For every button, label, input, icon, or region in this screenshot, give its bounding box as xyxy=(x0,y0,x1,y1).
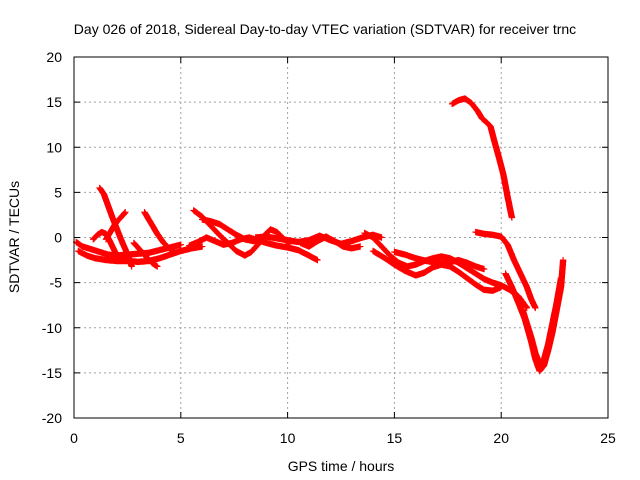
data-point-markers xyxy=(130,239,161,270)
y-tick-label: -10 xyxy=(42,320,62,336)
y-tick-label: -5 xyxy=(50,275,63,291)
series-arc-s xyxy=(519,274,565,368)
y-tick-label: -15 xyxy=(42,365,62,381)
x-tick-label: 0 xyxy=(70,430,78,446)
data-points xyxy=(72,95,567,375)
data-point-markers xyxy=(519,274,565,368)
series-arc-f xyxy=(141,209,178,255)
x-tick-label: 20 xyxy=(493,430,509,446)
data-point-markers xyxy=(90,228,127,264)
data-point-markers xyxy=(448,95,516,221)
y-tick-label: 10 xyxy=(46,139,62,155)
series-arc-q xyxy=(472,228,539,312)
data-point-markers xyxy=(391,248,488,273)
x-tick-label: 25 xyxy=(600,430,616,446)
y-tick-label: 20 xyxy=(46,49,62,65)
x-tick-label: 10 xyxy=(280,430,296,446)
data-point-markers xyxy=(297,233,364,252)
series-arc-p xyxy=(448,95,516,221)
series-arc-e xyxy=(90,228,127,264)
y-tick-label: 15 xyxy=(46,94,62,110)
series-arc-l xyxy=(297,233,364,252)
data-point-markers xyxy=(472,228,539,312)
data-point-markers xyxy=(190,207,293,259)
series-arc-g xyxy=(130,239,161,270)
y-tick-label: -20 xyxy=(42,410,62,426)
y-tick-label: 0 xyxy=(54,230,62,246)
grid-lines xyxy=(74,57,608,418)
series-arc-h xyxy=(190,207,293,259)
x-axis-label: GPS time / hours xyxy=(288,458,395,474)
series-arc-o xyxy=(391,248,488,273)
x-tick-label: 5 xyxy=(177,430,185,446)
x-tick-label: 15 xyxy=(387,430,403,446)
y-tick-label: 5 xyxy=(54,184,62,200)
chart-title: Day 026 of 2018, Sidereal Day-to-day VTE… xyxy=(74,21,576,37)
y-axis-label: SDTVAR / TECUs xyxy=(6,181,22,293)
axis-ticks: 0 5 10 15 20 25 -20 -15 -10 -5 0 5 10 15 20 xyxy=(42,49,616,446)
data-point-markers xyxy=(141,209,178,255)
